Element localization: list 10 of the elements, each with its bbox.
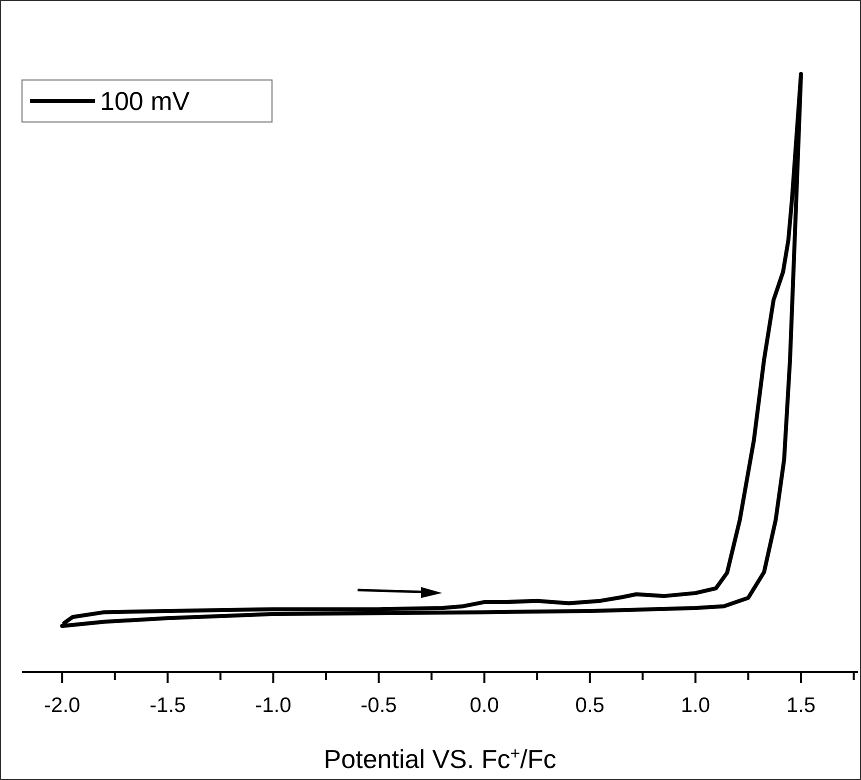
x-tick-label: -1.5: [150, 694, 186, 717]
x-tick-label: -0.5: [360, 694, 397, 717]
x-axis-title: Potential VS. Fc$^{+}$/Fc: [324, 744, 556, 774]
x-tick-label: 1.5: [786, 694, 816, 717]
x-tick-label: 0.5: [575, 694, 604, 717]
x-tick-label: 0.0: [470, 694, 499, 717]
x-tick-label: 1.0: [680, 694, 710, 717]
x-tick-label: -1.0: [255, 694, 292, 717]
x-tick-label: -2.0: [44, 694, 80, 717]
legend-label: 100 mV: [100, 86, 190, 116]
